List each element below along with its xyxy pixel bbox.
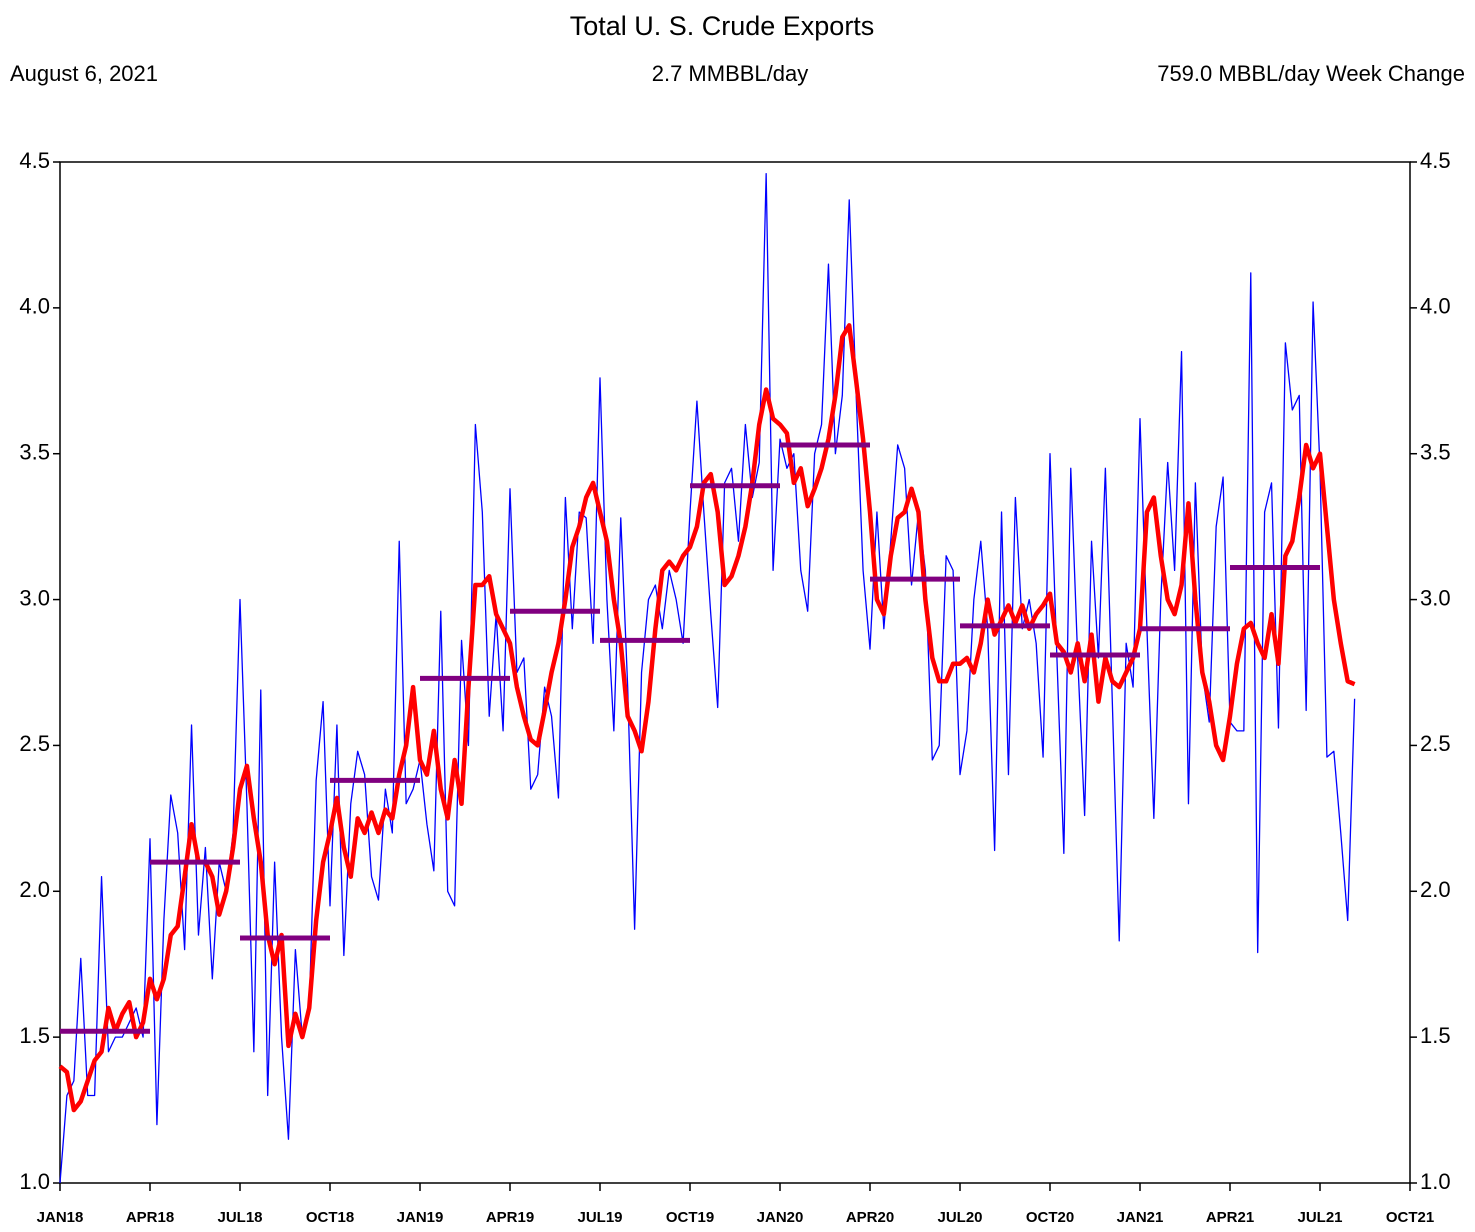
y-tick-label: 4.5 <box>19 148 50 173</box>
y-tick-label: 3.0 <box>19 585 50 610</box>
y-tick-label: 3.5 <box>19 440 50 465</box>
x-tick-label: OCT21 <box>1386 1209 1434 1226</box>
x-tick-label: JUL20 <box>937 1209 982 1226</box>
subtitle-right: 759.0 MBBL/day Week Change <box>1157 61 1465 86</box>
x-tick-label: OCT19 <box>666 1209 714 1226</box>
x-tick-label: APR18 <box>126 1209 174 1226</box>
chart-title: Total U. S. Crude Exports <box>570 11 875 41</box>
x-tick-label: APR21 <box>1206 1209 1254 1226</box>
y2-tick-label: 1.5 <box>1420 1023 1451 1048</box>
moving-average-line <box>58 323 1356 1113</box>
subtitle-center: 2.7 MMBBL/day <box>652 61 809 86</box>
x-tick-label: JAN21 <box>1117 1209 1164 1226</box>
y-tick-label: 2.0 <box>19 877 50 902</box>
y-tick-label: 4.0 <box>19 294 50 319</box>
y-tick-label: 1.0 <box>19 1169 50 1194</box>
subtitle-left: August 6, 2021 <box>10 61 158 86</box>
weekly-line <box>59 173 1356 1184</box>
x-tick-label: JAN18 <box>37 1209 84 1226</box>
y2-tick-label: 3.5 <box>1420 440 1451 465</box>
x-tick-label: APR19 <box>486 1209 534 1226</box>
y2-tick-label: 4.5 <box>1420 148 1451 173</box>
x-tick-label: APR20 <box>846 1209 894 1226</box>
y-tick-label: 2.5 <box>19 731 50 756</box>
x-tick-label: OCT18 <box>306 1209 354 1226</box>
x-tick-label: JUL21 <box>1297 1209 1342 1226</box>
x-tick-label: JAN20 <box>757 1209 804 1226</box>
y2-tick-label: 2.0 <box>1420 877 1451 902</box>
y2-tick-label: 3.0 <box>1420 585 1451 610</box>
x-tick-label: JAN19 <box>397 1209 444 1226</box>
plot-frame <box>59 161 1411 1184</box>
y2-tick-label: 4.0 <box>1420 294 1451 319</box>
y-tick-label: 1.5 <box>19 1023 50 1048</box>
x-tick-label: JUL19 <box>577 1209 622 1226</box>
x-tick-label: OCT20 <box>1026 1209 1074 1226</box>
y2-tick-label: 1.0 <box>1420 1169 1451 1194</box>
y2-tick-label: 2.5 <box>1420 731 1451 756</box>
x-tick-label: JUL18 <box>217 1209 262 1226</box>
